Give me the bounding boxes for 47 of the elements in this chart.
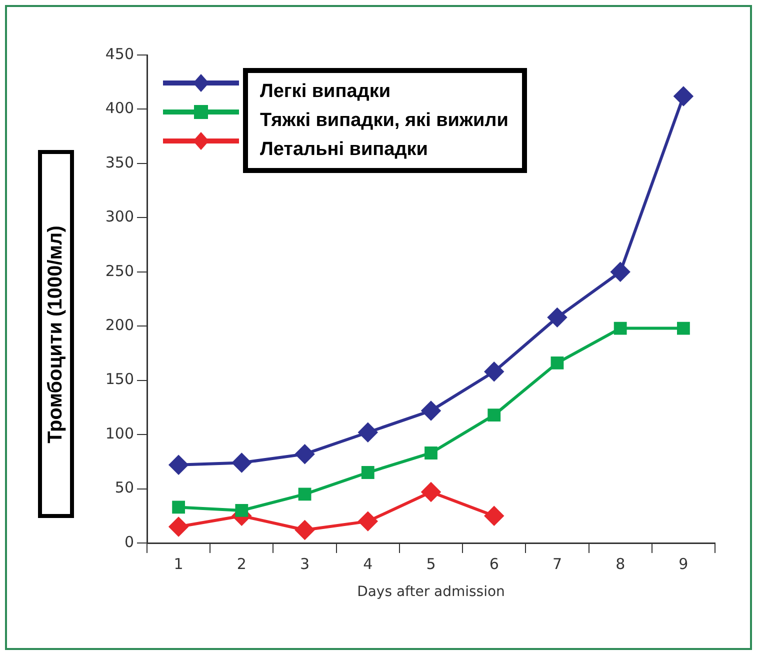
point: [235, 504, 248, 517]
point: [422, 401, 440, 420]
y-tick-label: 250: [105, 262, 134, 280]
y-tick-label: 300: [105, 208, 134, 226]
y-tick-label: 0: [124, 532, 134, 551]
point: [550, 356, 564, 370]
x-tick-label: 7: [552, 554, 562, 573]
x-axis-title: Days after admission: [357, 584, 505, 600]
point: [484, 362, 504, 382]
x-tick-label: 4: [363, 554, 373, 573]
point: [232, 453, 252, 472]
y-tick-label: 200: [105, 316, 134, 334]
x-tick-label: 9: [678, 554, 688, 573]
point: [676, 322, 690, 335]
point: [298, 488, 312, 501]
point: [361, 466, 374, 479]
point: [422, 482, 440, 502]
y-tick-label: 100: [105, 424, 134, 442]
point: [548, 308, 567, 327]
point: [169, 517, 188, 536]
x-tick-label: 1: [174, 554, 184, 573]
y-tick-label: 400: [105, 99, 134, 118]
point: [295, 520, 314, 540]
y-tick-label: 350: [105, 153, 134, 172]
x-tick-label: 2: [236, 554, 246, 573]
point: [295, 444, 314, 464]
point: [488, 408, 501, 422]
legend-label: Летальні випадки: [260, 138, 429, 162]
point: [358, 512, 378, 531]
y-tick-label: 50: [114, 478, 134, 497]
legend-label: Тяжкі випадки, які вижили: [260, 109, 508, 133]
x-tick-label: 8: [616, 554, 626, 573]
point: [169, 455, 188, 474]
y-tick-label: 150: [105, 370, 134, 388]
y-tick-label: 450: [105, 44, 134, 63]
point: [358, 422, 378, 442]
point: [610, 262, 630, 282]
point: [614, 322, 627, 335]
point: [484, 506, 504, 526]
x-tick-label: 5: [426, 554, 436, 573]
x-tick-label: 6: [489, 554, 499, 573]
y-axis-title: Тромбоцити (1000/мл): [44, 225, 68, 443]
legend-label: Легкі випадки: [260, 80, 392, 104]
x-tick-label: 3: [300, 554, 310, 573]
point: [424, 446, 438, 460]
point: [172, 500, 186, 514]
point: [674, 86, 693, 106]
